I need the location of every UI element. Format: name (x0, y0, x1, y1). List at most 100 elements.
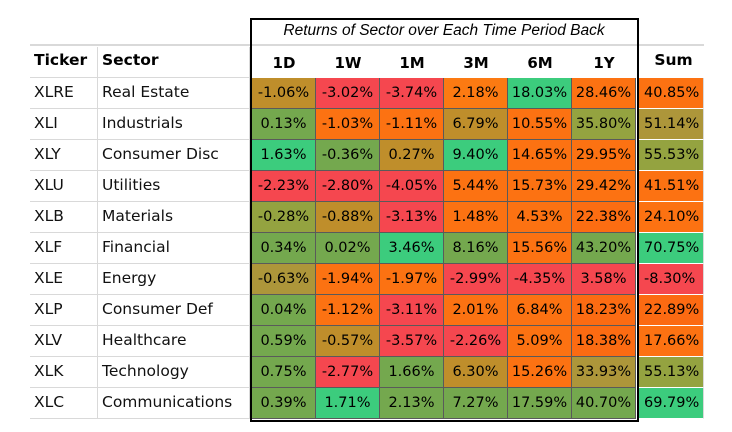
heatmap-cell: 33.93% (572, 357, 636, 388)
sum-cell: 17.66% (639, 326, 704, 357)
heatmap-cell: 1.48% (444, 202, 508, 233)
heatmap-cell: 0.02% (316, 233, 380, 264)
header-sum: Sum (654, 51, 693, 69)
header-sector: Sector (98, 47, 250, 78)
table-title: Returns of Sector over Each Time Period … (283, 22, 605, 39)
heatmap-cell: -3.57% (380, 326, 444, 357)
heatmap-cell: 10.55% (508, 109, 572, 140)
heatmap-cell: -3.11% (380, 295, 444, 326)
sum-cell: 22.89% (639, 295, 704, 326)
heatmap-cell: -0.36% (316, 140, 380, 171)
heatmap-cell: 3.58% (572, 264, 636, 295)
heatmap-cell: 0.39% (252, 388, 316, 419)
header-period-6m: 6M (527, 54, 553, 72)
heatmap-cell: -2.23% (252, 171, 316, 202)
heatmap-cell: 1.66% (380, 357, 444, 388)
heatmap-cell: 22.38% (572, 202, 636, 233)
heatmap-cell: -3.13% (380, 202, 444, 233)
heatmap-cell: 6.79% (444, 109, 508, 140)
heatmap-cell: 1.63% (252, 140, 316, 171)
heatmap-cell: -2.80% (316, 171, 380, 202)
heatmap-cell: 40.70% (572, 388, 636, 419)
heatmap-cell: 17.59% (508, 388, 572, 419)
heatmap-cell: 6.84% (508, 295, 572, 326)
heatmap-cell: 4.53% (508, 202, 572, 233)
heatmap-cell: -2.77% (316, 357, 380, 388)
heatmap-cell: -1.94% (316, 264, 380, 295)
sum-cell: -8.30% (639, 264, 704, 295)
row-ticker: XLRE (30, 78, 98, 109)
sum-cell: 40.85% (639, 78, 704, 109)
heatmap-cell: 9.40% (444, 140, 508, 171)
heatmap-cell: 18.03% (508, 78, 572, 109)
heatmap-cell: -0.63% (252, 264, 316, 295)
heatmap-cell: 0.59% (252, 326, 316, 357)
heatmap-cell: 0.75% (252, 357, 316, 388)
heatmap-cell: 2.01% (444, 295, 508, 326)
heatmap-cell: -0.57% (316, 326, 380, 357)
row-sector: Technology (98, 357, 250, 388)
row-ticker: XLI (30, 109, 98, 140)
row-ticker: XLC (30, 388, 98, 419)
heatmap-cell: 15.73% (508, 171, 572, 202)
sum-cell: 51.14% (639, 109, 704, 140)
heatmap-cell: -1.06% (252, 78, 316, 109)
heatmap-cell: -1.03% (316, 109, 380, 140)
heatmap-cell: 18.23% (572, 295, 636, 326)
row-ticker: XLU (30, 171, 98, 202)
row-ticker: XLF (30, 233, 98, 264)
heatmap-cell: 28.46% (572, 78, 636, 109)
row-ticker: XLE (30, 264, 98, 295)
heatmap-cell: 29.42% (572, 171, 636, 202)
header-period-3m: 3M (463, 54, 489, 72)
row-sector: Industrials (98, 109, 250, 140)
heatmap-cell: 3.46% (380, 233, 444, 264)
header-period-1m: 1M (399, 54, 425, 72)
row-ticker: XLB (30, 202, 98, 233)
heatmap-cell: 43.20% (572, 233, 636, 264)
row-sector: Financial (98, 233, 250, 264)
row-sector: Materials (98, 202, 250, 233)
header-period-1w: 1W (334, 54, 362, 72)
heatmap-cell: 0.04% (252, 295, 316, 326)
sum-cell: 24.10% (639, 202, 704, 233)
heatmap-cell: -1.97% (380, 264, 444, 295)
heatmap-cell: 18.38% (572, 326, 636, 357)
heatmap-cell: -3.74% (380, 78, 444, 109)
row-sector: Consumer Def (98, 295, 250, 326)
heatmap-cell: 0.13% (252, 109, 316, 140)
heatmap-cell: 7.27% (444, 388, 508, 419)
heatmap-cell: 15.26% (508, 357, 572, 388)
sum-cell: 41.51% (639, 171, 704, 202)
heatmap-cell: -1.12% (316, 295, 380, 326)
row-sector: Healthcare (98, 326, 250, 357)
row-sector: Utilities (98, 171, 250, 202)
header-ticker: Ticker (30, 47, 98, 78)
heatmap-cell: -2.99% (444, 264, 508, 295)
header-period-1d: 1D (272, 54, 296, 72)
heatmap-cell: 35.80% (572, 109, 636, 140)
row-ticker: XLV (30, 326, 98, 357)
heatmap-cell: 6.30% (444, 357, 508, 388)
sum-cell: 70.75% (639, 233, 704, 264)
heatmap-cell: -0.88% (316, 202, 380, 233)
heatmap-cell: 0.34% (252, 233, 316, 264)
row-sector: Energy (98, 264, 250, 295)
heatmap-cell: 14.65% (508, 140, 572, 171)
heatmap-cell: 8.16% (444, 233, 508, 264)
row-ticker: XLP (30, 295, 98, 326)
heatmap-cell: 5.09% (508, 326, 572, 357)
sum-cell: 69.79% (639, 388, 704, 419)
heatmap-cell: -4.05% (380, 171, 444, 202)
sum-cell: 55.13% (639, 357, 704, 388)
heatmap-cell: 15.56% (508, 233, 572, 264)
row-ticker: XLK (30, 357, 98, 388)
heatmap-cell: -3.02% (316, 78, 380, 109)
heatmap-cell: 29.95% (572, 140, 636, 171)
heatmap-cell: 0.27% (380, 140, 444, 171)
heatmap-cell: -4.35% (508, 264, 572, 295)
header-divider (30, 44, 704, 46)
row-sector: Communications (98, 388, 250, 419)
row-ticker: XLY (30, 140, 98, 171)
